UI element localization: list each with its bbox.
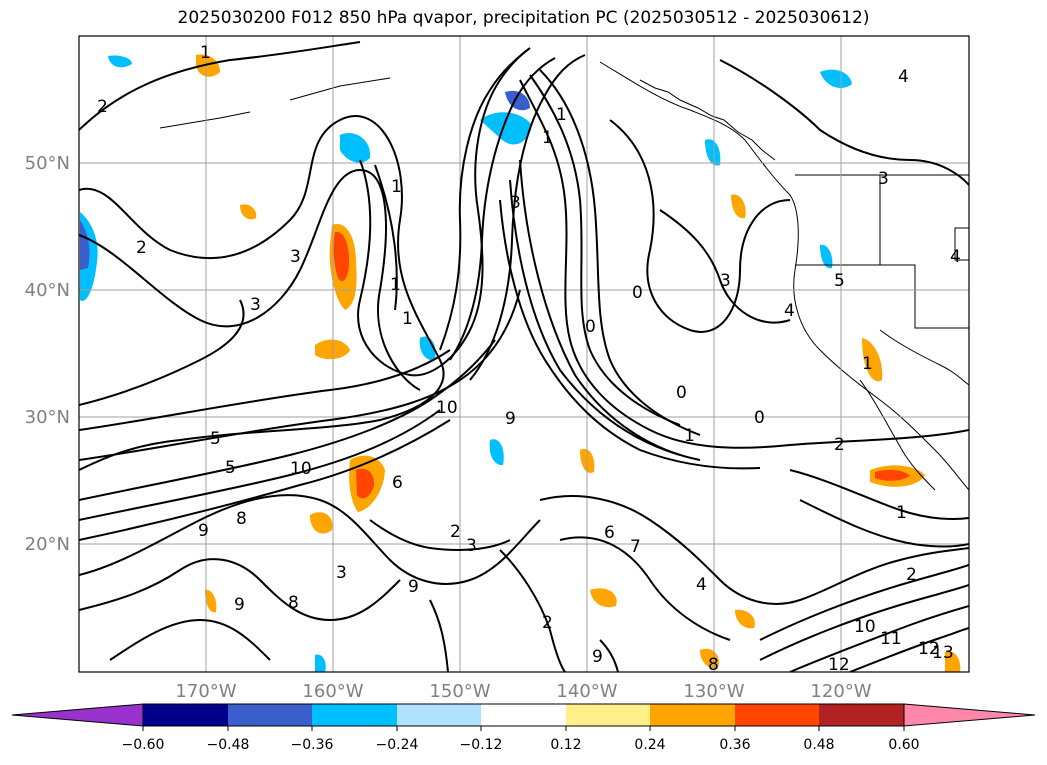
lon-label: 170°W xyxy=(175,681,236,702)
colorbar-swatch xyxy=(819,704,904,726)
contour-label: 4 xyxy=(696,575,707,595)
lat-label: 50°N xyxy=(25,153,70,174)
colorbar-tick-label: 0.12 xyxy=(550,737,581,753)
contour-label: 5 xyxy=(834,271,845,291)
contour-label: 1 xyxy=(200,43,211,63)
contour-label: 0 xyxy=(676,383,687,403)
map-title: 2025030200 F012 850 hPa qvapor, precipit… xyxy=(177,8,870,28)
colorbar-swatch xyxy=(228,704,312,726)
contour-label: 2 xyxy=(97,97,108,117)
contour-label: 9 xyxy=(408,577,419,597)
contour-label: 5 xyxy=(225,458,236,478)
colorbar-tick-label: −0.12 xyxy=(460,737,503,753)
contour-label: 3 xyxy=(466,536,477,556)
colorbar-swatch xyxy=(312,704,397,726)
latitude-labels: 50°N 40°N 30°N 20°N xyxy=(25,153,70,555)
colorbar-swatch xyxy=(481,704,566,726)
contour-label: 3 xyxy=(878,169,889,189)
contour-label: 10 xyxy=(290,459,312,479)
contour-label: 3 xyxy=(720,271,731,291)
contour-label: 1 xyxy=(402,309,413,329)
colorbar-tick-label: −0.24 xyxy=(376,737,419,753)
colorbar-outline xyxy=(142,703,905,727)
contour-label: 6 xyxy=(604,523,615,543)
colorbar-swatch xyxy=(566,704,650,726)
contour-labels: 1 2 1 2 3 1 1 3 1 1 0 3 4 3 0 0 0 1 2 5 … xyxy=(97,43,961,675)
contour-label: 9 xyxy=(234,595,245,615)
contour-label: 6 xyxy=(392,473,403,493)
contour-label: 11 xyxy=(880,629,902,649)
contour-label: 2 xyxy=(136,238,147,258)
map-frame xyxy=(78,35,970,673)
colorbar-swatch xyxy=(650,704,735,726)
lat-label: 40°N xyxy=(25,280,70,301)
contour-label: 3 xyxy=(336,563,347,583)
contour-label: 4 xyxy=(784,301,795,321)
colorbar: −0.60 −0.48 −0.36 −0.24 −0.12 0.12 0.24 … xyxy=(11,703,1036,753)
contour-label: 12 xyxy=(828,655,850,675)
contour-label: 0 xyxy=(632,283,643,303)
lon-label: 150°W xyxy=(429,681,490,702)
contour-label: 13 xyxy=(932,643,954,663)
colorbar-tick-label: −0.36 xyxy=(291,737,334,753)
contour-label: 8 xyxy=(288,593,299,613)
colorbar-swatch xyxy=(143,704,228,726)
contour-label: 3 xyxy=(290,247,301,267)
contour-label: 7 xyxy=(630,537,641,557)
colorbar-tick-label: −0.60 xyxy=(122,737,165,753)
contour-label: 1 xyxy=(390,275,401,295)
contour-label: 8 xyxy=(236,509,247,529)
colorbar-tick-label: 0.60 xyxy=(888,737,919,753)
contour-label: 0 xyxy=(754,408,765,428)
coastlines xyxy=(159,61,969,491)
contour-label: 9 xyxy=(505,409,516,429)
colorbar-swatch xyxy=(735,704,819,726)
contour-label: 1 xyxy=(684,426,695,446)
contour-label: 0 xyxy=(585,317,596,337)
colorbar-tick-label: 0.48 xyxy=(803,737,834,753)
qvapor-contours xyxy=(79,41,969,672)
contour-label: 10 xyxy=(854,617,876,637)
lon-label: 160°W xyxy=(302,681,363,702)
map-area xyxy=(79,36,969,672)
contour-label: 2 xyxy=(542,613,553,633)
longitude-labels: 170°W 160°W 150°W 140°W 130°W 120°W xyxy=(175,681,871,702)
colorbar-labels: −0.60 −0.48 −0.36 −0.24 −0.12 0.12 0.24 … xyxy=(122,737,920,753)
contour-label: 9 xyxy=(592,647,603,667)
colorbar-swatch xyxy=(397,704,481,726)
contour-label: 1 xyxy=(862,354,873,374)
contour-label: 9 xyxy=(198,521,209,541)
lon-label: 120°W xyxy=(810,681,871,702)
contour-label: 12 xyxy=(918,639,940,659)
contour-label: 1 xyxy=(896,503,907,523)
contour-label: 10 xyxy=(436,398,458,418)
lat-label: 30°N xyxy=(25,407,70,428)
colorbar-extend-right xyxy=(903,703,1036,727)
contour-label: 4 xyxy=(950,247,961,267)
contour-label: 1 xyxy=(556,105,567,125)
contour-label: 1 xyxy=(391,177,402,197)
colorbar-tick-label: 0.36 xyxy=(719,737,750,753)
contour-label: 8 xyxy=(708,655,719,675)
colorbar-ticks xyxy=(142,726,905,731)
lon-label: 140°W xyxy=(556,681,617,702)
contour-label: 2 xyxy=(450,522,461,542)
contour-label: 2 xyxy=(834,435,845,455)
lon-label: 130°W xyxy=(683,681,744,702)
contour-label: 5 xyxy=(210,429,221,449)
contour-label: 4 xyxy=(898,67,909,87)
colorbar-tick-label: 0.24 xyxy=(634,737,665,753)
contour-label: 1 xyxy=(542,128,553,148)
colorbar-tick-label: −0.48 xyxy=(207,737,250,753)
colorbar-extend-left xyxy=(11,703,144,727)
lat-label: 20°N xyxy=(25,534,70,555)
contour-label: 3 xyxy=(510,193,521,213)
contour-label: 3 xyxy=(250,295,261,315)
contour-label: 2 xyxy=(906,565,917,585)
